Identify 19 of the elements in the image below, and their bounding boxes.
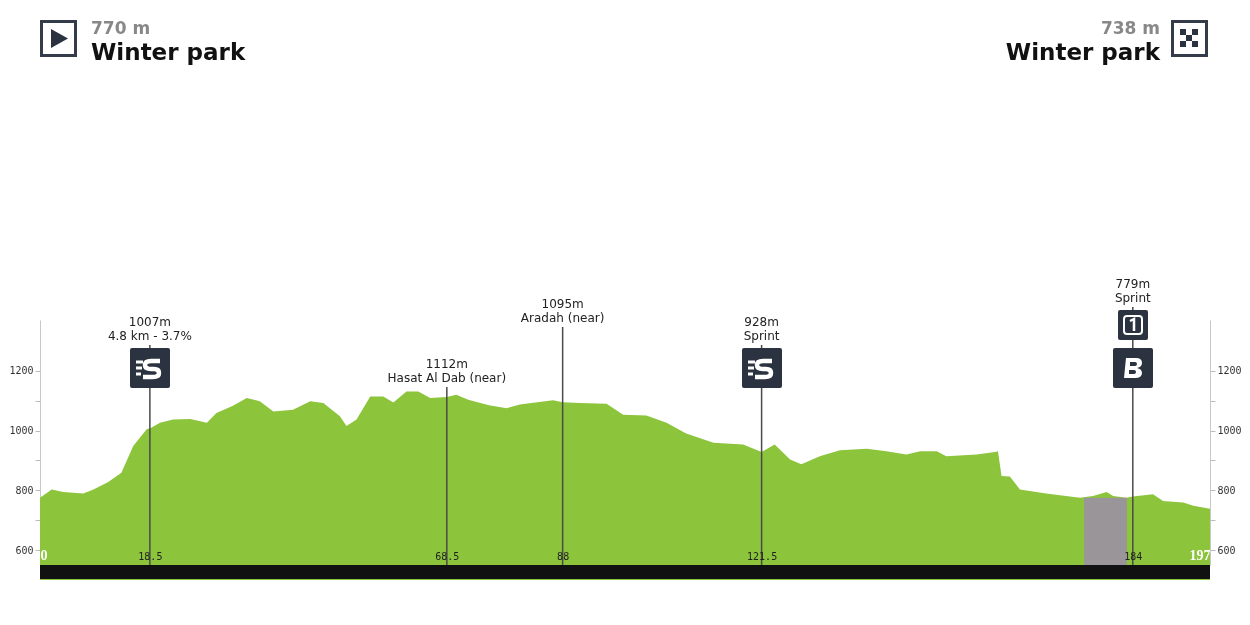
y2-tick-label: 1200 — [1217, 365, 1242, 377]
ref-line-label: 928m Sprint — [743, 315, 780, 343]
y2-tick-label: 600 — [1217, 544, 1236, 556]
text: Winter park — [91, 38, 246, 66]
y-tick-label: 1200 — [9, 365, 34, 377]
y-tick-label: 600 — [15, 544, 34, 556]
text: 770 m — [91, 18, 152, 38]
ref-line-label: 1095m Aradah (near) — [520, 297, 605, 325]
x-tick-label: 197 — [1189, 547, 1211, 563]
y-tick-label: 1000 — [9, 425, 34, 437]
text: 738 m — [1099, 18, 1160, 38]
y-tick-label: 800 — [15, 484, 34, 496]
ref-line-label: 779m Sprint — [1114, 277, 1151, 305]
ref-line-label: 1007m 4.8 km - 3.7% — [107, 315, 192, 343]
y2-tick-label: 1000 — [1217, 425, 1242, 437]
text: Winter park — [1005, 38, 1160, 66]
ref-line-label: 1112m Hasat Al Dab (near) — [387, 357, 507, 385]
y2-tick-label: 800 — [1217, 484, 1236, 496]
x-tick-label: 0 — [40, 547, 48, 563]
